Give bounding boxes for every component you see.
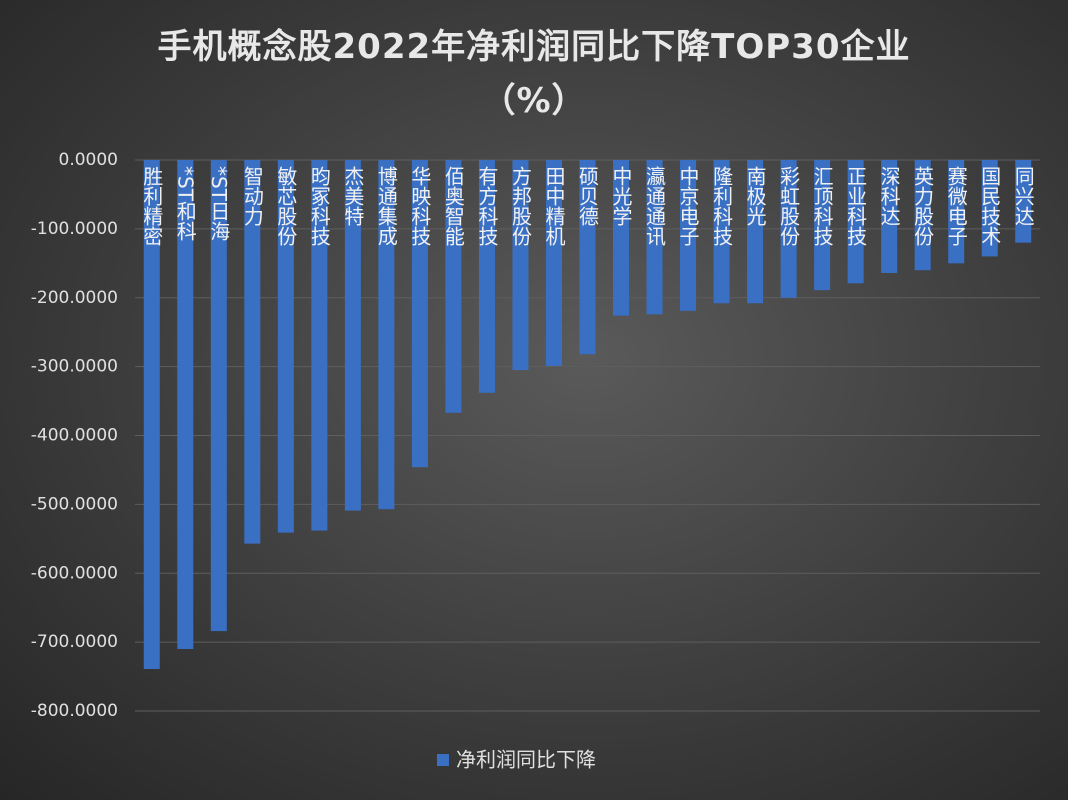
bar [814,160,831,291]
bar [277,160,294,533]
bar [177,160,194,650]
x-tick-label: 胜利精密 [140,166,164,246]
bar [411,160,428,468]
x-tick-label: 有方科技 [475,166,499,246]
bar [445,160,462,413]
y-tick-label: -800.0000 [31,701,118,721]
x-tick-label: 中京电子 [676,166,700,246]
y-tick-label: -700.0000 [31,632,118,652]
x-tick-label: 华映科技 [408,166,432,246]
x-tick-label: 博通集成 [374,166,398,246]
x-tick-label: 方邦股份 [508,166,532,246]
bar [914,160,931,271]
x-tick-label: 英力股份 [911,166,935,246]
legend-swatch [437,754,449,766]
bar [881,160,898,273]
bar [680,160,697,311]
bar [210,160,227,632]
x-tick-label: 同兴达 [1011,166,1035,226]
x-tick-label: 南极光 [743,166,767,226]
bar [1015,160,1032,243]
bar [780,160,797,298]
x-tick-label: 汇顶科技 [810,166,834,246]
bar [244,160,261,544]
y-tick-label: 0.0000 [59,150,118,170]
bar [713,160,730,304]
x-tick-label: 隆利科技 [710,166,734,246]
legend-label: 净利润同比下降 [456,748,596,772]
bar [579,160,596,355]
chart-title: 手机概念股2022年净利润同比下降TOP30企业（%） [157,27,911,121]
x-tick-label: 深科达 [877,166,901,226]
x-tick-label: 国民技术 [978,166,1002,246]
bar [847,160,864,284]
bar [613,160,630,316]
bar [143,160,160,669]
x-tick-label: 正业科技 [844,166,868,246]
y-tick-label: -400.0000 [31,426,118,446]
bar [311,160,328,531]
x-tick-label: 赛微电子 [944,166,968,246]
x-tick-label: *ST日海 [207,166,231,241]
bar [646,160,663,315]
bar [378,160,395,510]
x-tick-label: 杰美特 [341,166,365,226]
x-tick-label: 敏芯股份 [274,166,298,246]
x-tick-label: 田中精机 [542,166,566,246]
y-tick-label: -100.0000 [31,219,118,239]
bar [512,160,529,371]
x-tick-label: 硕贝德 [576,166,600,226]
y-tick-label: -200.0000 [31,288,118,308]
bar [478,160,495,393]
x-tick-label: 瀛通通讯 [643,166,667,246]
bar [545,160,562,366]
bar [344,160,361,511]
y-tick-label: -500.0000 [31,494,118,514]
bar [948,160,965,264]
x-tick-label: 中光学 [609,166,633,226]
y-tick-label: -600.0000 [31,563,118,583]
x-tick-label: 昀冢科技 [307,166,331,246]
bar [981,160,998,257]
y-tick-label: -300.0000 [31,357,118,377]
x-tick-label: *ST和科 [173,166,197,241]
x-tick-label: 彩虹股份 [777,166,801,246]
x-tick-label: 智动力 [240,166,264,226]
bar [747,160,764,304]
x-tick-label: 佰奥智能 [441,166,465,246]
